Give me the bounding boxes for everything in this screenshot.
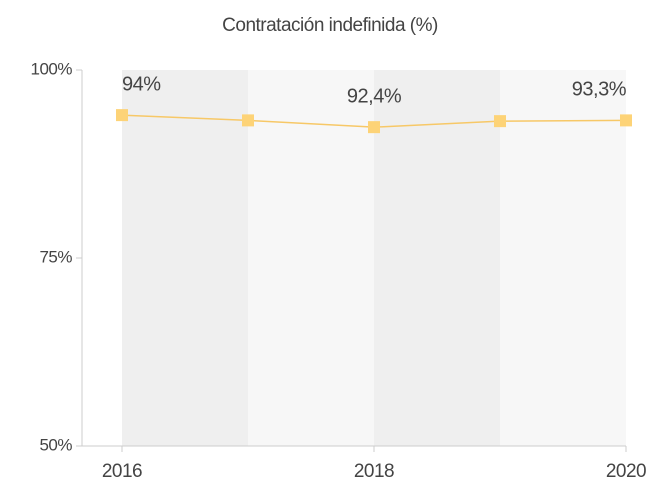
marker [368, 121, 380, 134]
background-band [374, 70, 500, 446]
marker [116, 109, 128, 122]
x-tick-label: 2020 [606, 461, 646, 482]
marker [620, 114, 632, 127]
x-tick-label: 2018 [354, 461, 394, 482]
y-tick-label: 50% [39, 435, 72, 454]
background-band [500, 70, 626, 446]
x-tick-label: 2016 [102, 461, 142, 482]
y-tick-label: 100% [31, 59, 73, 78]
chart-title: Contratación indefinida (%) [222, 15, 438, 36]
y-tick-label: 75% [39, 247, 72, 266]
background-band [122, 70, 248, 446]
data-label: 93,3% [572, 79, 627, 101]
marker [242, 114, 254, 127]
data-label: 92,4% [347, 85, 402, 107]
background-band [248, 70, 374, 446]
data-label: 94% [122, 73, 161, 95]
marker [494, 115, 506, 128]
